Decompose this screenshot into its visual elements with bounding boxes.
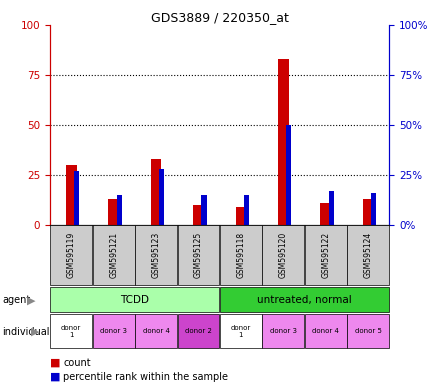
Text: GSM595121: GSM595121 [109,232,118,278]
Bar [92,314,134,348]
Bar [346,225,388,285]
Text: donor
1: donor 1 [61,325,81,338]
Text: untreated, normal: untreated, normal [256,295,351,305]
Bar [220,287,388,312]
Bar [151,159,161,225]
Text: ■: ■ [50,372,60,382]
Text: donor 3: donor 3 [269,328,296,334]
Text: donor 4: donor 4 [142,328,169,334]
Bar [235,207,246,225]
Bar [201,195,206,225]
Text: donor 4: donor 4 [312,328,339,334]
Text: GSM595118: GSM595118 [236,232,245,278]
Bar [262,314,303,348]
Bar [328,191,333,225]
Bar [304,314,346,348]
Text: GSM595120: GSM595120 [278,232,287,278]
Bar [243,195,248,225]
Bar [304,225,346,285]
Bar [116,195,122,225]
Text: GSM595123: GSM595123 [151,232,160,278]
Bar [66,165,76,225]
Title: GDS3889 / 220350_at: GDS3889 / 220350_at [151,11,288,24]
Text: ▶: ▶ [27,295,36,305]
Bar [159,169,164,225]
Text: percentile rank within the sample: percentile rank within the sample [63,372,227,382]
Bar [346,314,388,348]
Bar [50,225,92,285]
Bar [50,287,219,312]
Bar [135,225,177,285]
Bar [370,193,375,225]
Bar [277,59,288,225]
Bar [193,205,203,225]
Bar [320,203,330,225]
Bar [220,225,261,285]
Text: agent: agent [2,295,30,305]
Text: donor 2: donor 2 [184,328,211,334]
Bar [135,314,177,348]
Bar [177,225,219,285]
Text: donor 3: donor 3 [100,328,127,334]
Bar [262,225,303,285]
Text: donor 5: donor 5 [354,328,381,334]
Bar [50,314,92,348]
Text: GSM595122: GSM595122 [320,232,329,278]
Text: GSM595119: GSM595119 [66,232,76,278]
Bar [362,199,372,225]
Text: GSM595124: GSM595124 [363,232,372,278]
Text: ■: ■ [50,358,60,368]
Bar [220,314,261,348]
Text: TCDD: TCDD [120,295,149,305]
Text: ▶: ▶ [31,327,40,337]
Bar [108,199,118,225]
Bar [74,171,79,225]
Bar [177,314,219,348]
Text: count: count [63,358,91,368]
Text: individual: individual [2,327,49,337]
Text: GSM595125: GSM595125 [194,232,203,278]
Bar [92,225,134,285]
Text: donor
1: donor 1 [230,325,250,338]
Bar [286,125,291,225]
